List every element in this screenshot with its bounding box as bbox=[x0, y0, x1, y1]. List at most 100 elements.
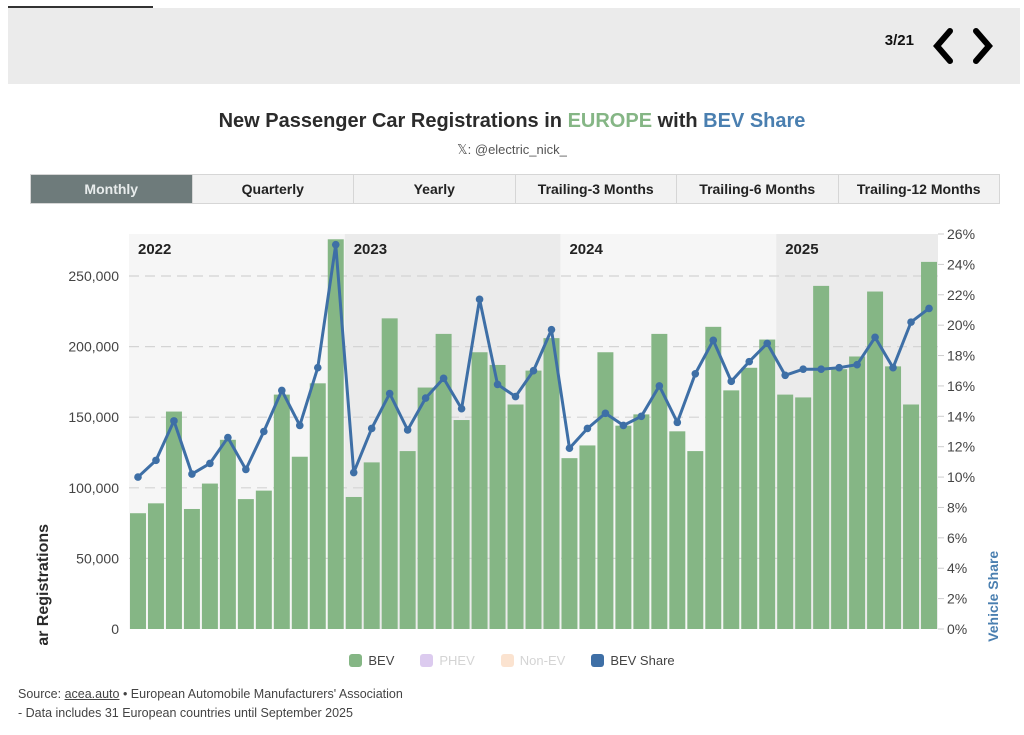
bev-share-point-2022-05 bbox=[206, 459, 214, 468]
tab-trailing-3-months[interactable]: Trailing-3 Months bbox=[516, 175, 677, 203]
source-footer: Source: acea.auto • European Automobile … bbox=[18, 685, 403, 723]
bev-share-point-2022-02 bbox=[152, 456, 160, 465]
year-label-2022: 2022 bbox=[138, 241, 171, 258]
legend-item-bev[interactable]: BEV bbox=[349, 653, 394, 668]
y-tick-label-right: 2% bbox=[947, 591, 967, 607]
bev-share-point-2024-01 bbox=[565, 444, 574, 453]
title-text-with: with bbox=[652, 110, 704, 132]
bev-share-point-2023-01 bbox=[349, 468, 358, 477]
legend-label-bev-share: BEV Share bbox=[610, 653, 675, 668]
bev-share-point-2024-05 bbox=[637, 412, 646, 421]
legend-item-non-ev[interactable]: Non-EV bbox=[500, 653, 566, 668]
tab-trailing-6-months[interactable]: Trailing-6 Months bbox=[677, 175, 839, 203]
bev-share-point-2025-05 bbox=[853, 360, 861, 369]
bar-bev-2022-11 bbox=[309, 383, 326, 629]
y-tick-label-right: 16% bbox=[947, 378, 975, 394]
bar-bev-2022-02 bbox=[147, 503, 164, 629]
bev-share-point-2022-06 bbox=[224, 433, 232, 442]
bar-bev-2022-01 bbox=[130, 513, 146, 629]
bev-share-point-2022-01 bbox=[134, 473, 142, 481]
bar-bev-2023-06 bbox=[435, 333, 452, 629]
bev-share-point-2023-07 bbox=[457, 404, 466, 413]
bar-bev-2024-01 bbox=[561, 458, 578, 629]
slideshow-progress-fill bbox=[8, 6, 153, 8]
bar-bev-2025-04 bbox=[831, 369, 848, 629]
previous-slide-button[interactable] bbox=[928, 28, 958, 64]
page-counter: 3/21 bbox=[884, 32, 914, 49]
y-tick-label-left: 200,000 bbox=[68, 339, 119, 355]
y-tick-label-right: 6% bbox=[947, 530, 967, 546]
legend-label-bev: BEV bbox=[368, 653, 395, 668]
bar-bev-2022-06 bbox=[219, 439, 236, 629]
bev-share-point-2022-08 bbox=[260, 427, 268, 436]
source-prefix: Source: bbox=[18, 687, 65, 701]
title-region: EUROPE bbox=[567, 110, 653, 132]
bev-share-point-2023-02 bbox=[367, 424, 376, 433]
y-tick-label-left: 100,000 bbox=[68, 480, 119, 496]
bev-share-point-2025-03 bbox=[817, 365, 825, 374]
chart-legend: BEV PHEV Non-EV BEV Share bbox=[0, 653, 1024, 668]
y-tick-label-right: 4% bbox=[947, 560, 967, 576]
tab-quarterly[interactable]: Quarterly bbox=[193, 175, 354, 203]
y-tick-label-left: 0 bbox=[111, 621, 119, 637]
bar-bev-2022-10 bbox=[291, 456, 308, 629]
bev-share-point-2025-09 bbox=[925, 304, 933, 313]
year-band-2024 bbox=[560, 234, 777, 629]
bev-share-point-2023-04 bbox=[403, 426, 412, 434]
bev-share-point-2022-11 bbox=[313, 363, 322, 372]
bar-bev-2024-07 bbox=[669, 431, 686, 629]
bar-bev-2023-09 bbox=[489, 364, 506, 629]
bar-bev-2022-05 bbox=[201, 483, 218, 629]
y-tick-label-right: 8% bbox=[947, 499, 967, 515]
bev-share-point-2024-03 bbox=[601, 409, 610, 418]
y-tick-label-right: 12% bbox=[947, 439, 975, 455]
slideshow-toolbar: 3/21 bbox=[8, 8, 1020, 84]
tab-monthly[interactable]: Monthly bbox=[31, 175, 193, 203]
bar-bev-2025-09 bbox=[921, 261, 937, 629]
bar-bev-2023-10 bbox=[507, 404, 524, 629]
title-metric: BEV Share bbox=[703, 110, 806, 132]
bev-share-point-2022-04 bbox=[188, 470, 196, 478]
author-handle: 𝕏: @electric_nick_ bbox=[457, 142, 567, 157]
slideshow-progress bbox=[8, 6, 1020, 8]
bev-share-point-2023-10 bbox=[511, 392, 520, 401]
legend-item-phev[interactable]: PHEV bbox=[420, 653, 475, 668]
y-tick-label-right: 22% bbox=[947, 287, 975, 303]
bar-bev-2024-11 bbox=[741, 367, 758, 629]
tab-yearly[interactable]: Yearly bbox=[354, 175, 516, 203]
bar-bev-2022-04 bbox=[183, 508, 200, 629]
y-tick-label-left: 50,000 bbox=[76, 550, 119, 566]
bar-bev-2022-12 bbox=[327, 239, 344, 629]
bev-share-point-2023-11 bbox=[529, 366, 538, 375]
bar-bev-2023-08 bbox=[471, 352, 488, 629]
bev-share-point-2022-07 bbox=[242, 465, 250, 474]
bar-bev-2022-09 bbox=[273, 394, 290, 629]
year-band-2023 bbox=[344, 234, 561, 629]
bev-share-point-2025-08 bbox=[907, 318, 915, 326]
legend-item-bev-share[interactable]: BEV Share bbox=[591, 653, 675, 668]
tab-trailing-12-months[interactable]: Trailing-12 Months bbox=[856, 181, 981, 197]
data-note: - Data includes 31 European countries un… bbox=[18, 706, 353, 720]
bev-share-point-2025-02 bbox=[799, 365, 807, 374]
legend-label-non-ev: Non-EV bbox=[519, 653, 566, 668]
y-tick-label-right: 0% bbox=[947, 621, 967, 637]
bev-share-point-2024-02 bbox=[583, 424, 592, 433]
y-tick-label-right: 18% bbox=[947, 348, 975, 364]
bev-share-point-2023-03 bbox=[385, 389, 394, 398]
bar-bev-2023-01 bbox=[345, 496, 362, 629]
bar-bev-2023-12 bbox=[543, 338, 560, 629]
next-slide-button[interactable] bbox=[968, 28, 998, 64]
chart-title: New Passenger Car Registrations in EUROP… bbox=[0, 110, 1024, 133]
source-link[interactable]: acea.auto bbox=[64, 687, 120, 701]
period-tabs: Monthly Quarterly Yearly Trailing-3 Mont… bbox=[30, 174, 1000, 204]
bev-share-point-2025-01 bbox=[781, 371, 789, 380]
y-tick-label-right: 26% bbox=[947, 226, 975, 242]
year-label-2025: 2025 bbox=[785, 241, 818, 258]
legend-swatch-bev-share bbox=[591, 654, 605, 667]
y-tick-label-right: 24% bbox=[947, 256, 975, 272]
y-axis-label-left: New Passenger Car Registrations bbox=[35, 524, 52, 645]
bev-share-point-2024-10 bbox=[727, 377, 736, 386]
bar-bev-2022-07 bbox=[237, 499, 254, 629]
bev-share-point-2024-12 bbox=[763, 339, 772, 348]
bar-bev-2025-06 bbox=[867, 291, 884, 629]
